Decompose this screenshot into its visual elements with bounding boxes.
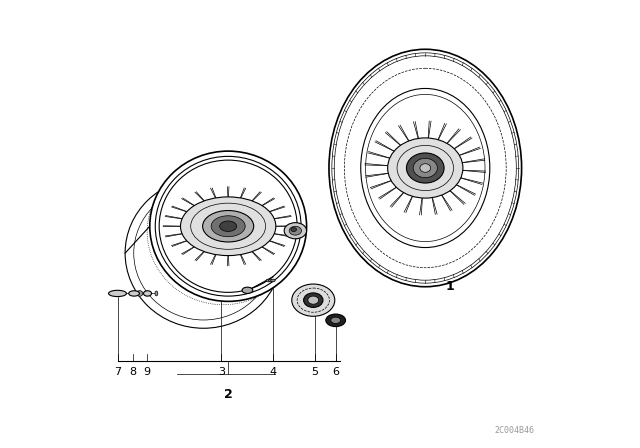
Ellipse shape (291, 228, 296, 232)
Ellipse shape (420, 164, 431, 172)
Ellipse shape (303, 293, 323, 307)
Ellipse shape (331, 317, 340, 323)
Text: 8: 8 (130, 367, 137, 377)
Ellipse shape (211, 216, 245, 237)
Text: 2C004B46: 2C004B46 (495, 426, 535, 435)
Text: 9: 9 (143, 367, 150, 377)
Ellipse shape (284, 223, 307, 239)
Text: 7: 7 (114, 367, 121, 377)
Ellipse shape (220, 221, 237, 232)
Ellipse shape (269, 279, 273, 282)
Ellipse shape (129, 291, 140, 296)
Ellipse shape (292, 284, 335, 316)
Ellipse shape (109, 290, 127, 297)
Text: 4: 4 (269, 367, 276, 377)
Ellipse shape (329, 49, 522, 287)
Ellipse shape (388, 138, 463, 198)
Text: 3: 3 (218, 367, 225, 377)
Ellipse shape (143, 291, 152, 296)
Ellipse shape (144, 291, 148, 296)
Ellipse shape (271, 279, 275, 282)
Ellipse shape (413, 158, 437, 178)
Ellipse shape (159, 160, 297, 293)
Ellipse shape (150, 151, 307, 302)
Text: 6: 6 (332, 367, 339, 377)
Ellipse shape (242, 287, 253, 293)
Text: 2: 2 (224, 388, 232, 401)
Text: 5: 5 (311, 367, 318, 377)
Ellipse shape (326, 314, 346, 327)
Text: 1: 1 (445, 280, 454, 293)
Ellipse shape (203, 211, 253, 242)
Ellipse shape (180, 197, 276, 256)
Ellipse shape (136, 291, 143, 296)
Ellipse shape (308, 296, 319, 304)
Ellipse shape (361, 88, 490, 248)
Ellipse shape (406, 153, 444, 183)
Ellipse shape (289, 226, 301, 235)
Ellipse shape (266, 279, 271, 282)
Text: 10: 10 (272, 197, 290, 211)
Ellipse shape (155, 291, 158, 296)
